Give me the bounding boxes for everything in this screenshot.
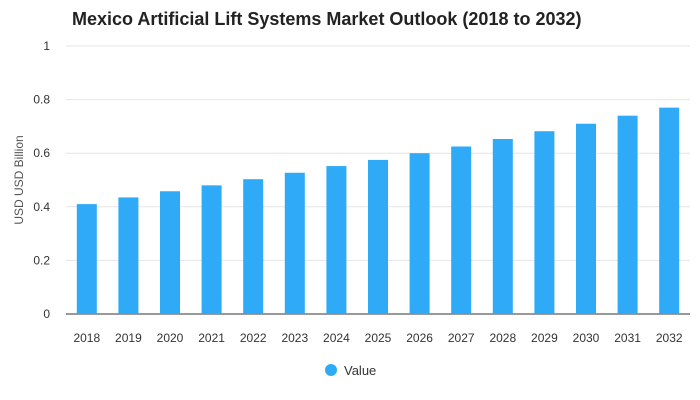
bar[interactable] [201, 185, 222, 314]
x-tick-label: 2021 [198, 331, 225, 345]
bar[interactable] [492, 138, 513, 314]
x-tick-label: 2028 [489, 331, 516, 345]
y-tick-labels: 0 0.2 0.4 0.6 0.8 1 [33, 39, 50, 321]
bar[interactable] [160, 191, 180, 314]
x-tick-label: 2022 [240, 331, 267, 345]
x-tick-label: 2029 [531, 331, 558, 345]
bar[interactable] [617, 115, 638, 315]
x-tick-label: 2020 [157, 331, 184, 345]
bars [76, 107, 680, 315]
legend-swatch [325, 364, 337, 376]
x-tick-label: 2026 [406, 331, 433, 345]
x-tick-label: 2023 [281, 331, 308, 345]
x-tick-labels: 2018 2019 2020 2021 2022 2023 2024 2025 2026 2027… [73, 331, 682, 345]
bar[interactable] [118, 197, 139, 314]
bar[interactable] [284, 172, 305, 314]
y-tick-label: 0.2 [33, 253, 50, 267]
bar[interactable] [76, 204, 97, 314]
bar[interactable] [659, 107, 680, 314]
bar[interactable] [368, 159, 388, 314]
y-tick-label: 0.4 [33, 200, 50, 214]
chart-title: Mexico Artificial Lift Systems Market Ou… [72, 9, 582, 29]
x-tick-label: 2032 [656, 331, 683, 345]
bar[interactable] [451, 146, 472, 315]
x-tick-label: 2030 [573, 331, 600, 345]
legend[interactable]: Value [325, 363, 376, 378]
y-tick-label: 0 [43, 307, 50, 321]
y-axis-label: USD USD Billion [12, 135, 26, 224]
bar[interactable] [326, 166, 347, 314]
x-tick-label: 2027 [448, 331, 475, 345]
legend-label: Value [344, 363, 376, 378]
bar[interactable] [243, 179, 264, 314]
x-tick-label: 2018 [73, 331, 100, 345]
bar[interactable] [534, 131, 555, 314]
bar[interactable] [576, 123, 596, 314]
x-tick-label: 2031 [614, 331, 641, 345]
y-tick-label: 0.6 [33, 146, 50, 160]
x-tick-label: 2024 [323, 331, 350, 345]
x-tick-label: 2019 [115, 331, 142, 345]
y-tick-label: 1 [43, 39, 50, 53]
y-tick-label: 0.8 [33, 93, 50, 107]
x-tick-label: 2025 [365, 331, 392, 345]
bar[interactable] [409, 153, 430, 314]
